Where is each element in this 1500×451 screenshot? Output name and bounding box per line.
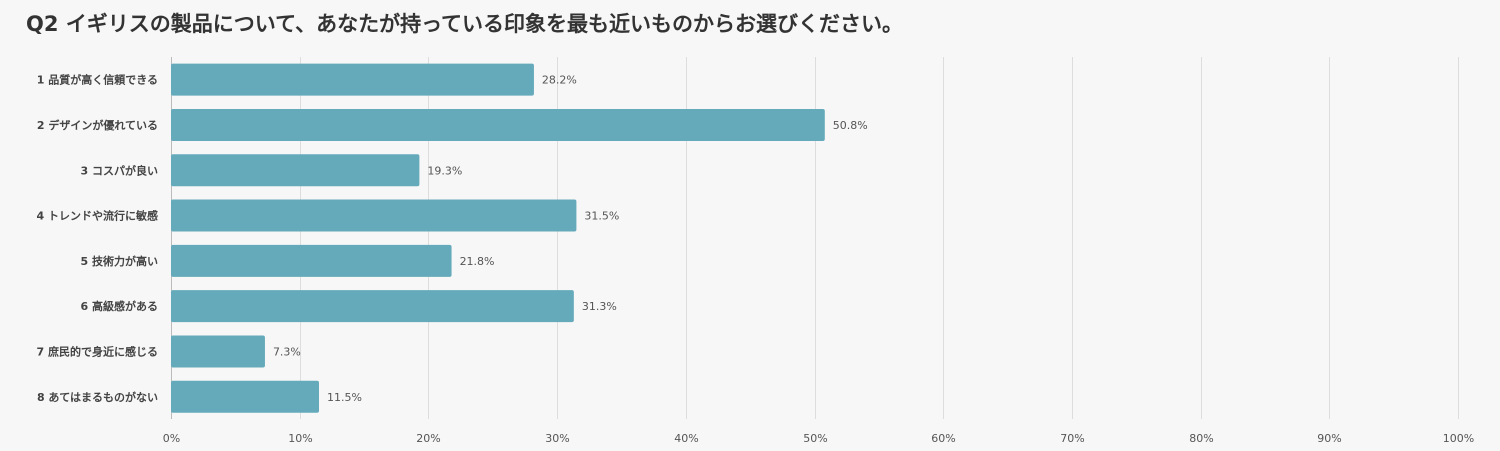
bar <box>171 154 420 187</box>
value-label: 11.5% <box>327 391 362 404</box>
bar <box>171 335 265 368</box>
bars <box>171 63 825 413</box>
x-tick-label: 60% <box>931 432 955 445</box>
category-label: 6 高級感がある <box>81 299 158 313</box>
bar <box>171 108 825 141</box>
value-label: 19.3% <box>427 164 462 177</box>
category-label: 2 デザインが優れている <box>37 118 158 132</box>
category-label: 4 トレンドや流行に敏感 <box>37 209 158 223</box>
category-label: 3 コスパが良い <box>81 163 158 177</box>
x-tick-label: 40% <box>674 432 698 445</box>
chart-title: Q2 イギリスの製品について、あなたが持っている印象を最も近いものからお選びくだ… <box>26 12 904 36</box>
x-tick-label: 30% <box>545 432 569 445</box>
category-label: 1 品質が高く信頼できる <box>37 73 158 87</box>
value-label: 50.8% <box>833 119 868 132</box>
value-label: 31.3% <box>582 300 617 313</box>
x-tick-label: 80% <box>1189 432 1213 445</box>
x-tick-label: 90% <box>1317 432 1341 445</box>
x-tick-label: 50% <box>803 432 827 445</box>
value-label: 7.3% <box>273 345 301 358</box>
value-label: 28.2% <box>542 74 577 87</box>
bar <box>171 199 577 232</box>
bar <box>171 290 574 323</box>
value-label: 21.8% <box>460 255 495 268</box>
x-tick-label: 0% <box>163 432 180 445</box>
value-label: 31.5% <box>584 210 619 223</box>
bar <box>171 244 452 277</box>
category-label: 7 庶民的で身近に感じる <box>37 344 158 358</box>
category-label: 5 技術力が高い <box>81 254 158 268</box>
labels: 0% 10% 20% 30% 40% 50% 60% 70% 80% 90% 100% 1 品質が高く… <box>37 73 1475 445</box>
category-label: 8 あてはまるものがない <box>37 390 158 404</box>
bar <box>171 63 534 96</box>
x-tick-label: 70% <box>1060 432 1084 445</box>
x-tick-label: 10% <box>288 432 312 445</box>
bar <box>171 380 320 413</box>
x-tick-label: 100% <box>1443 432 1474 445</box>
x-tick-label: 20% <box>416 432 440 445</box>
